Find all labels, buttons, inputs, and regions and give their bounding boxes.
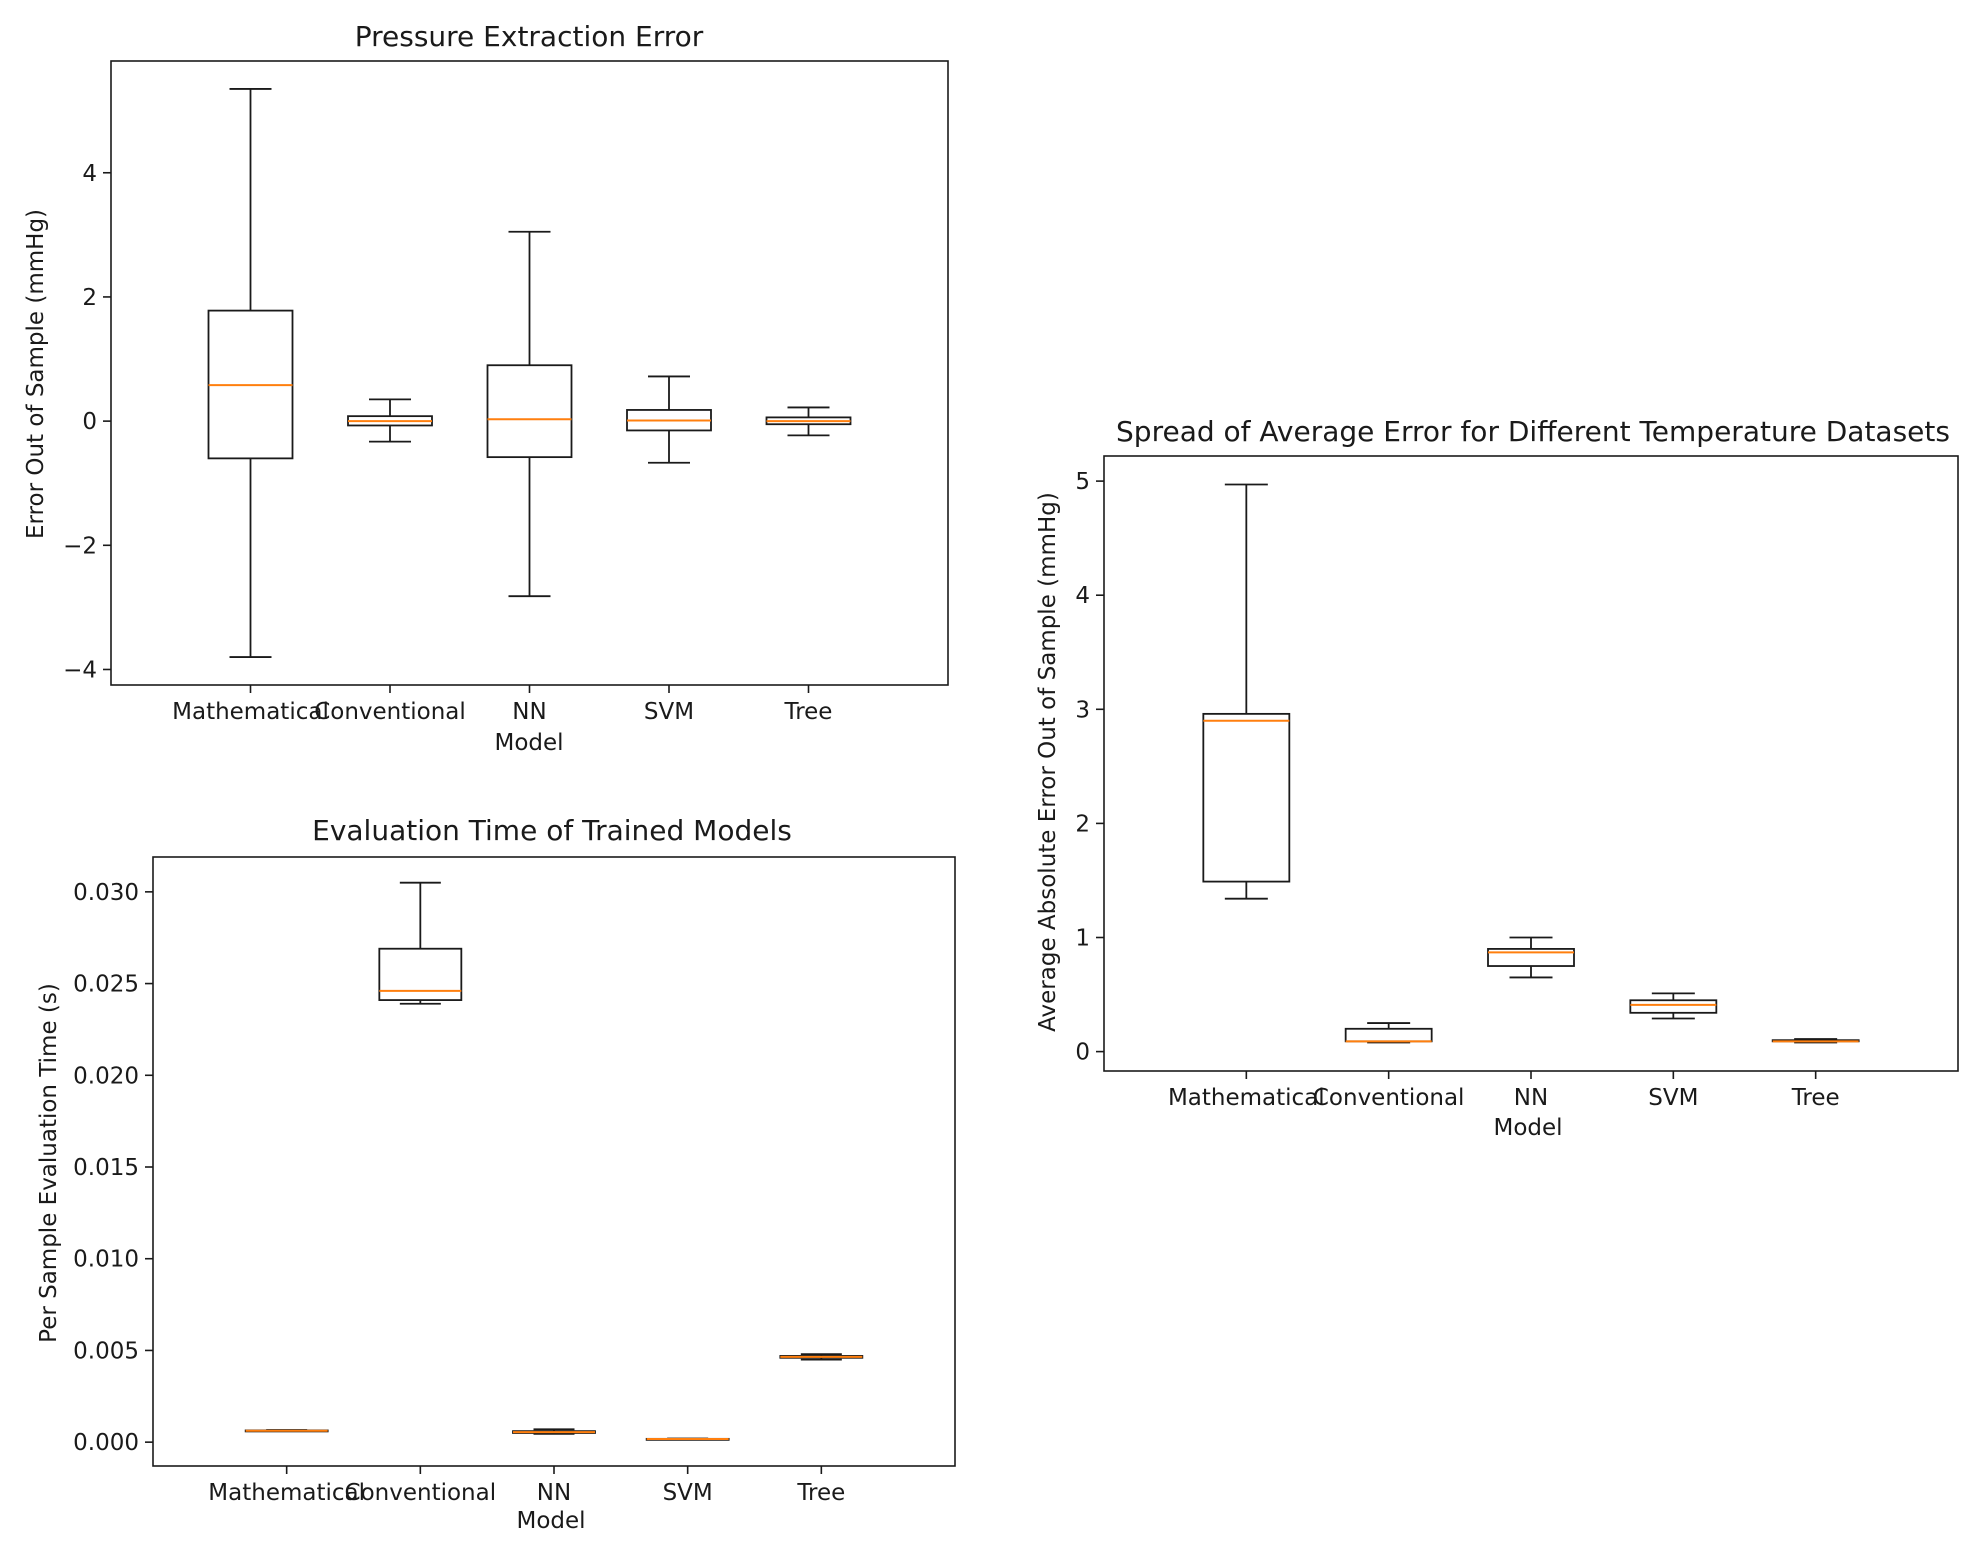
x-tick-label: Tree [1791, 1085, 1840, 1111]
box-mathematical [207, 88, 294, 658]
y-tick-label: 0 [1075, 1040, 1090, 1066]
x-tick-label: NN [512, 699, 546, 725]
y-tick-label: 0.020 [73, 1063, 139, 1089]
box-conventional [378, 881, 463, 1005]
y-axis-label: Average Absolute Error Out of Sample (mm… [1035, 492, 1061, 1032]
box-nn [512, 1428, 596, 1435]
axes-frame [152, 856, 956, 1467]
x-tick-label: SVM [1648, 1085, 1698, 1111]
box-svm [1629, 992, 1718, 1020]
iqr-box [1344, 1027, 1433, 1043]
x-tick-label: Tree [784, 699, 833, 725]
x-tick-label: Tree [796, 1480, 845, 1506]
chart-title: Spread of Average Error for Different Te… [1116, 415, 1950, 448]
chart-title: Evaluation Time of Trained Models [312, 814, 792, 847]
panel-average-error-spread: Spread of Average Error for Different Te… [1035, 415, 1959, 1141]
y-tick-label: −2 [63, 533, 97, 559]
box-nn [1487, 936, 1575, 979]
panel-evaluation-time: Evaluation Time of Trained Models Model … [36, 814, 956, 1534]
x-axis-label: Model [516, 1508, 585, 1534]
box-svm [645, 1437, 730, 1441]
y-tick-label: −4 [63, 657, 97, 683]
box-mathematical [1202, 483, 1291, 900]
x-tick-label: Mathematical [208, 1480, 365, 1506]
iqr-box [1202, 712, 1291, 883]
y-tick-label: 0.000 [73, 1430, 139, 1456]
y-tick-label: 0.025 [73, 972, 139, 998]
y-tick-label: 0.030 [73, 880, 139, 906]
x-tick-label: NN [1514, 1085, 1548, 1111]
y-tick-label: 0.005 [73, 1338, 139, 1364]
iqr-box [1487, 948, 1575, 967]
x-tick-label: Conventional [1313, 1085, 1465, 1111]
plot-area: 0.000 0.005 0.010 0.015 0.020 0.025 0.030 Mathe… [73, 856, 956, 1506]
y-tick-label: 4 [1075, 583, 1090, 609]
box-mathematical [244, 1429, 329, 1433]
y-tick-label: 1 [1075, 926, 1090, 952]
x-axis-label: Model [494, 730, 563, 756]
y-tick-label: 5 [1075, 469, 1090, 495]
chart-title: Pressure Extraction Error [355, 20, 704, 53]
box-tree [1771, 1038, 1860, 1044]
y-tick-label: 3 [1075, 697, 1090, 723]
iqr-box [1629, 999, 1718, 1014]
y-axis-label: Per Sample Evaluation Time (s) [36, 983, 62, 1343]
box-conventional [347, 398, 433, 443]
iqr-box [378, 947, 463, 1001]
x-tick-label: Mathematical [1168, 1085, 1325, 1111]
y-tick-label: 0 [82, 409, 97, 435]
box-tree [765, 406, 852, 437]
y-tick-label: 4 [82, 161, 97, 187]
x-tick-label: NN [537, 1480, 571, 1506]
box-svm [626, 375, 712, 464]
x-tick-label: SVM [663, 1480, 713, 1506]
y-axis-label: Error Out of Sample (mmHg) [23, 209, 49, 539]
y-tick-label: 0.015 [73, 1155, 139, 1181]
x-tick-label: Conventional [314, 699, 466, 725]
y-tick-label: 2 [82, 285, 97, 311]
x-tick-label: Conventional [345, 1480, 497, 1506]
y-tick-label: 2 [1075, 811, 1090, 837]
axes-frame [1103, 455, 1959, 1072]
iqr-box [486, 364, 573, 459]
box-conventional [1344, 1022, 1433, 1044]
panel-pressure-extraction-error: Pressure Extraction Error Model Error Ou… [23, 20, 949, 756]
box-tree [779, 1353, 864, 1361]
y-tick-label: 0.010 [73, 1247, 139, 1273]
box-nn [486, 230, 573, 598]
x-tick-label: SVM [644, 699, 694, 725]
x-tick-label: Mathematical [172, 699, 329, 725]
x-axis-label: Model [1493, 1115, 1562, 1141]
